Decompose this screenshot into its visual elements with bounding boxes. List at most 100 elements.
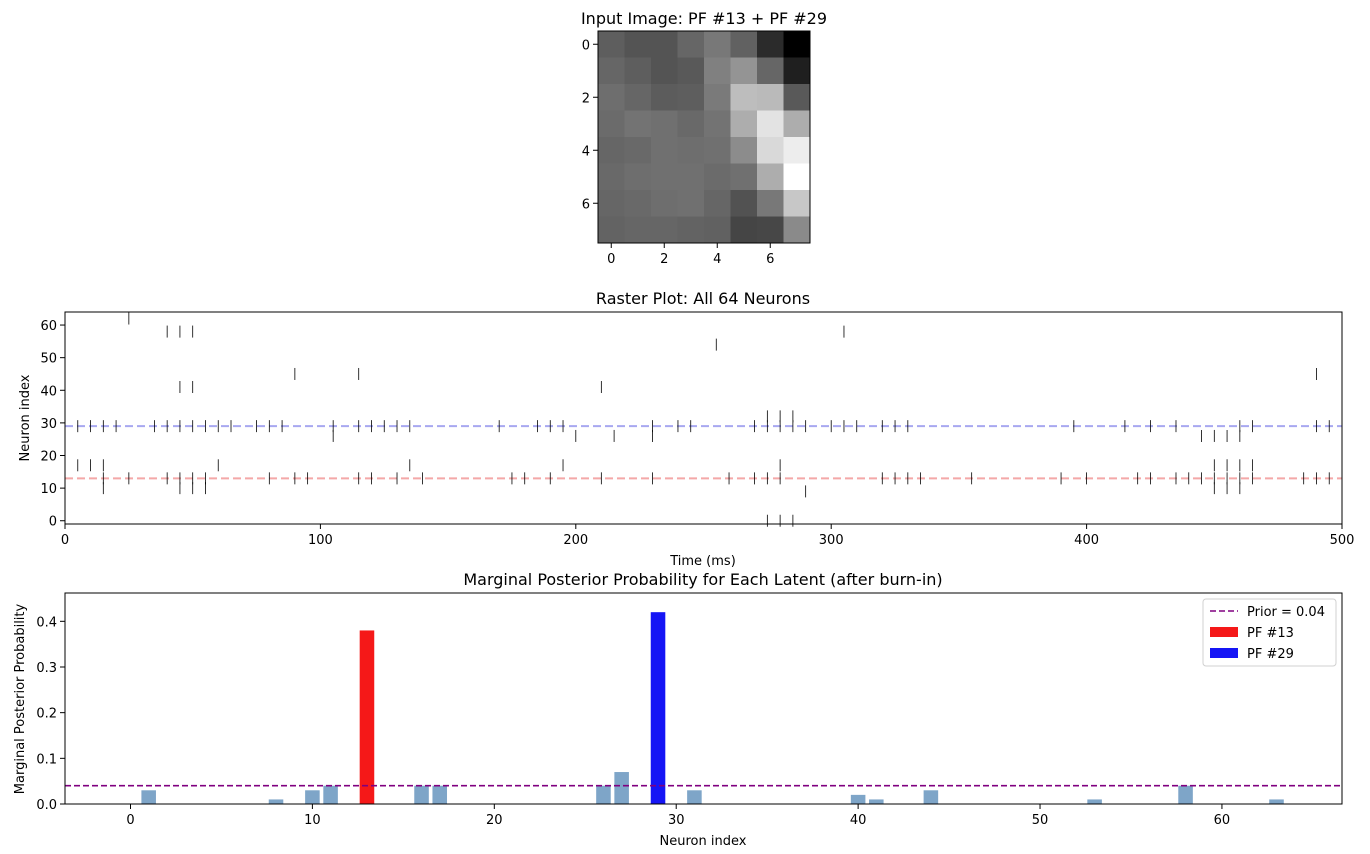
heatmap-cell (704, 110, 731, 138)
heatmap-cell (730, 190, 758, 217)
bar (923, 790, 939, 804)
raster-y-tick-label: 0 (49, 515, 57, 530)
legend-pf13-label: PF #13 (1247, 626, 1294, 641)
heatmap-cell (624, 163, 652, 191)
heatmap-cell (783, 84, 811, 111)
heatmap-cell (651, 57, 678, 85)
legend: Prior = 0.04 PF #13 PF #29 (1202, 598, 1337, 667)
bar (305, 790, 320, 804)
heatmap-cell (704, 57, 731, 85)
raster-x-tick-label: 200 (563, 533, 588, 548)
posterior-y-ticks: 0.0 0.1 0.2 0.3 0.4 (36, 615, 65, 813)
heatmap-cell (624, 31, 652, 58)
heatmap-cell (677, 190, 705, 217)
heatmap-y-tick-label: 4 (582, 144, 590, 159)
heatmap-cell (783, 190, 811, 217)
heatmap-cell (704, 84, 731, 111)
posterior-x-tick-label: 50 (1032, 813, 1049, 828)
raster-y-tick-label: 60 (40, 319, 57, 334)
heatmap-cell (704, 190, 731, 217)
posterior-x-label: Neuron index (660, 834, 747, 849)
heatmap-cell (783, 216, 811, 244)
raster-y-tick-label: 20 (40, 450, 57, 465)
heatmap-cell (757, 84, 784, 111)
raster-x-tick-label: 300 (819, 533, 844, 548)
heatmap-cell (704, 163, 731, 191)
heatmap-title: Input Image: PF #13 + PF #29 (581, 9, 827, 28)
heatmap-x-tick-label: 4 (713, 252, 721, 267)
heatmap-cell (651, 137, 678, 164)
raster-y-tick-label: 40 (40, 384, 57, 399)
raster-x-ticks: 0 100 200 300 400 500 (61, 524, 1355, 548)
heatmap-y-ticks: 0 2 4 6 (582, 38, 598, 212)
heatmap-cell (757, 137, 784, 164)
bar (432, 785, 448, 804)
bar (323, 785, 338, 804)
heatmap-cell (624, 57, 652, 85)
heatmap-y-tick-label: 2 (582, 91, 590, 106)
raster-y-ticks: 0 10 20 30 40 50 60 (40, 319, 65, 530)
raster-y-tick-label: 50 (40, 352, 57, 367)
posterior-x-tick-label: 60 (1214, 813, 1231, 828)
heatmap-cell (624, 137, 652, 164)
bar (414, 785, 429, 804)
heatmap-cell (677, 163, 705, 191)
heatmap-y-tick-label: 0 (582, 38, 590, 53)
heatmap-cell (730, 84, 758, 111)
heatmap-cell (757, 110, 784, 138)
posterior-y-tick-label: 0.3 (36, 661, 57, 676)
heatmap-cell (757, 163, 784, 191)
bar (614, 772, 629, 804)
posterior-y-tick-label: 0.2 (36, 707, 57, 722)
bar-highlight (650, 612, 666, 804)
bar (687, 790, 702, 804)
legend-pf29-swatch (1210, 648, 1238, 658)
heatmap-cell (651, 190, 678, 217)
heatmap-cell (598, 163, 625, 191)
heatmap-cell (783, 31, 811, 58)
heatmap-cell (598, 216, 625, 244)
heatmap-cell (624, 190, 652, 217)
bar (1178, 785, 1193, 804)
heatmap-cell (730, 216, 758, 244)
bar (1269, 799, 1284, 804)
posterior-x-tick-label: 0 (126, 813, 134, 828)
posterior-x-tick-label: 30 (668, 813, 685, 828)
heatmap-cell (651, 31, 678, 58)
raster-x-tick-label: 0 (61, 533, 69, 548)
posterior-x-tick-label: 20 (486, 813, 503, 828)
raster-x-tick-label: 500 (1330, 533, 1355, 548)
heatmap-cell (651, 84, 678, 111)
heatmap-panel: Input Image: PF #13 + PF #29 0 2 4 6 0 2 4 6 (581, 9, 827, 267)
heatmap-cell (757, 31, 784, 58)
bar (268, 799, 284, 804)
heatmap-cell (757, 57, 784, 85)
raster-y-label: Neuron index (18, 374, 33, 461)
heatmap-cell (624, 110, 652, 138)
heatmap-cell (757, 190, 784, 217)
posterior-y-tick-label: 0.4 (36, 615, 57, 630)
posterior-y-tick-label: 0.0 (36, 798, 57, 813)
posterior-y-tick-label: 0.1 (36, 752, 57, 767)
heatmap-cell (598, 57, 625, 85)
heatmap-cell (677, 57, 705, 85)
heatmap-cell (783, 57, 811, 85)
heatmap-cell (730, 57, 758, 85)
heatmap-cell (704, 137, 731, 164)
heatmap-cell (651, 216, 678, 244)
raster-y-tick-label: 30 (40, 417, 57, 432)
heatmap-cell (598, 190, 625, 217)
heatmap-cell (704, 31, 731, 58)
heatmap-cell (598, 84, 625, 111)
heatmap-frame (597, 30, 811, 244)
raster-frame (64, 311, 1343, 525)
posterior-bars (141, 612, 1284, 804)
heatmap-cell (757, 216, 784, 244)
heatmap-cell (677, 110, 705, 138)
heatmap-cells (598, 31, 811, 244)
heatmap-x-tick-label: 2 (660, 252, 668, 267)
raster-title: Raster Plot: All 64 Neurons (596, 289, 810, 308)
heatmap-cell (677, 216, 705, 244)
heatmap-cell (783, 137, 811, 164)
